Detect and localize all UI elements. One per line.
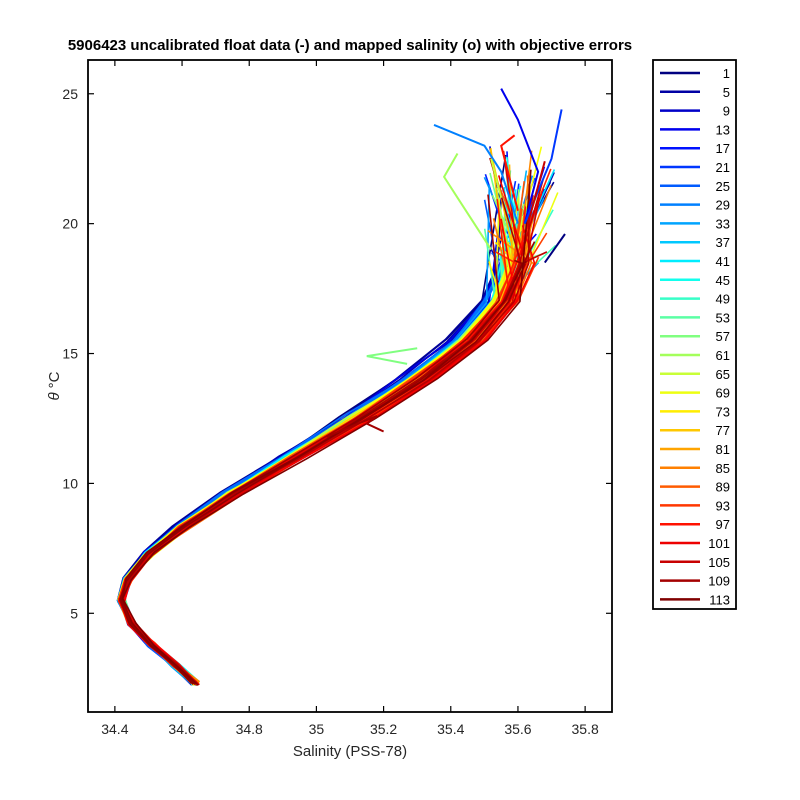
y-axis-label-symbol: θ [46,392,63,400]
y-tick-label: 15 [62,346,78,362]
legend-label: 41 [716,254,730,269]
legend-label: 61 [716,348,730,363]
profile-excursion [433,123,519,224]
y-tick-label: 10 [62,475,78,491]
legend-label: 1 [723,66,730,81]
x-tick-label: 34.8 [236,721,263,737]
profile-traces [116,88,566,686]
legend-label: 25 [716,179,730,194]
legend-label: 93 [716,498,730,513]
legend-label: 49 [716,292,730,307]
profile-excursion [366,347,418,365]
profile-excursion [527,161,546,224]
legend-label: 29 [716,198,730,213]
legend-label: 65 [716,367,730,382]
legend-label: 73 [716,404,730,419]
legend-label: 113 [709,592,730,607]
y-tick-label: 20 [62,216,78,232]
profile-trace [119,259,526,685]
legend-label: 33 [716,216,730,231]
profile-excursion [500,88,540,224]
profile-trace [121,260,527,685]
legend-box [652,59,737,610]
profile-excursion [442,153,492,251]
legend-label: 13 [716,122,730,137]
legend-label: 53 [716,310,730,325]
x-tick-label: 35.8 [572,721,599,737]
x-tick-label: 35.2 [370,721,397,737]
profile-excursion [490,158,503,198]
legend-label: 57 [716,329,730,344]
legend-label: 9 [723,104,730,119]
profile-excursion [543,233,566,264]
x-tick-label: 35 [309,721,325,737]
x-tick-label: 34.6 [168,721,195,737]
legend-label: 109 [708,574,730,589]
plot-border [87,59,613,713]
y-axis: 5 10 15 20 25 [62,86,612,621]
legend-label: 45 [716,273,730,288]
legend-label: 101 [708,536,730,551]
x-axis-label: Salinity (PSS-78) [293,743,407,760]
profile-trace [121,169,532,686]
plot-area [88,60,612,712]
y-tick-label: 25 [62,86,78,102]
y-axis-label-unit: °C [46,371,63,388]
legend-label: 21 [716,160,730,175]
legend-label: 81 [716,442,730,457]
legend-label: 97 [716,517,730,532]
profile-excursion [500,134,519,211]
legend-label: 69 [716,386,730,401]
profile-excursion [326,414,385,438]
legend-label: 17 [716,141,730,156]
x-tick-label: 34.4 [101,721,128,737]
x-tick-label: 35.6 [504,721,531,737]
chart-title: 5906423 uncalibrated float data (-) and … [68,37,632,54]
legend-label: 5 [723,85,730,100]
x-tick-label: 35.4 [437,721,464,737]
legend-label: 77 [716,423,730,438]
legend-label: 89 [716,480,730,495]
legend-label: 105 [708,555,730,570]
y-axis-label: θ °C [46,371,63,400]
x-axis: 34.4 34.6 34.8 35 35.2 35.4 35.6 35.8 [101,60,599,737]
legend: 1 5 9 13 17 21 25 29 33 37 41 45 49 53 57 61 65 69 73 77 81 8… [652,59,737,610]
legend-label: 85 [716,461,730,476]
y-tick-label: 5 [70,605,78,621]
legend-label: 37 [716,235,730,250]
